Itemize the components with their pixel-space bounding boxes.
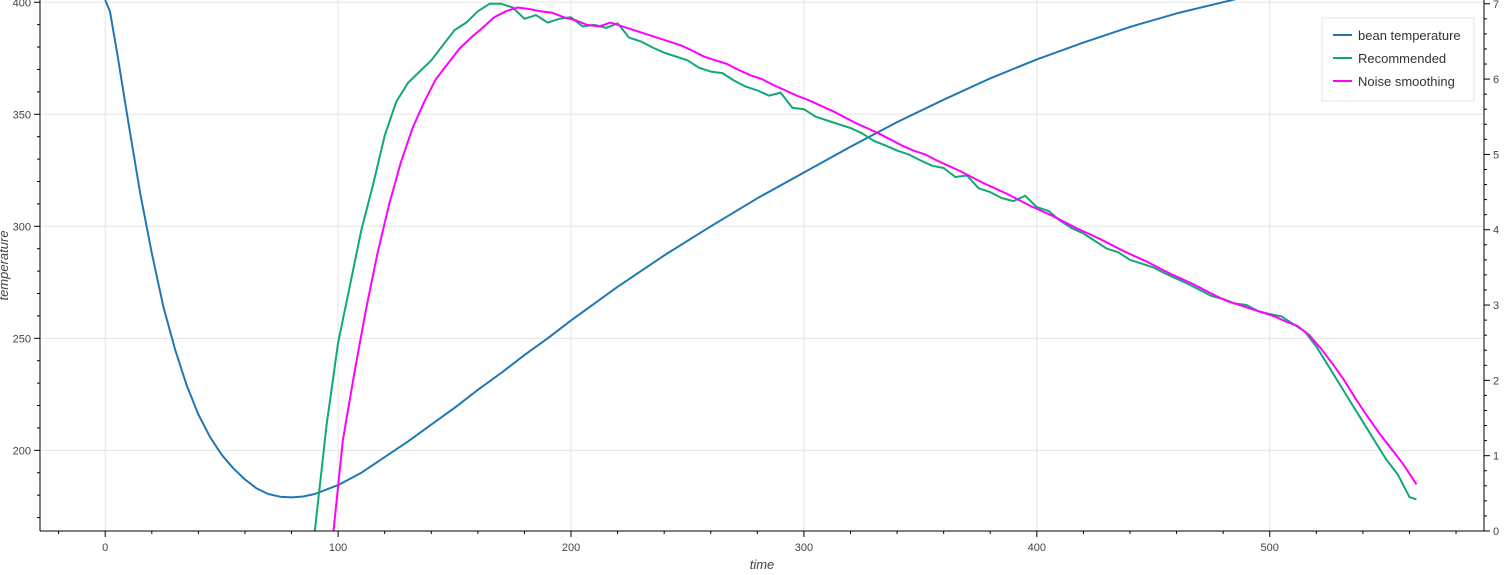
series-line-recommended — [313, 2, 1417, 531]
y2-tick-label: 3 — [1493, 300, 1499, 312]
x-axis-title: time — [750, 557, 775, 572]
y-axis-ticks: 200 250 300 350 400 — [13, 0, 40, 519]
y2-tick-label: 6 — [1493, 74, 1499, 86]
legend-label-noise-smoothing: Noise smoothing — [1358, 74, 1455, 89]
y-axis-title: temperature — [0, 230, 11, 300]
y2-tick-label: 5 — [1493, 149, 1499, 161]
y2-tick-label: 4 — [1493, 225, 1499, 237]
y2-tick-label: 1 — [1493, 451, 1499, 463]
x-axis-ticks: 0 100 200 300 400 500 — [58, 531, 1457, 554]
legend: bean temperature Recommended Noise smoothi… — [1321, 17, 1475, 102]
y2-tick-label: 0 — [1493, 526, 1499, 538]
y-tick-label: 350 — [13, 109, 31, 121]
x-tick-label: 300 — [795, 542, 813, 554]
y-tick-label: 400 — [13, 0, 31, 9]
x-tick-label: 200 — [562, 542, 580, 554]
grid — [40, 0, 1484, 531]
x-tick-label: 400 — [1028, 542, 1046, 554]
x-tick-label: 500 — [1261, 542, 1279, 554]
y2-tick-label: 7 — [1493, 0, 1499, 11]
x-tick-label: 0 — [102, 542, 108, 554]
x-tick-label: 100 — [329, 542, 347, 554]
y-tick-label: 200 — [13, 445, 31, 457]
y-tick-label: 300 — [13, 221, 31, 233]
legend-label-recommended: Recommended — [1358, 51, 1446, 66]
legend-label-bean-temperature: bean temperature — [1358, 28, 1461, 43]
y2-tick-label: 2 — [1493, 375, 1499, 387]
y2-axis-ticks: 0 1 2 3 4 5 6 7 — [1484, 0, 1499, 538]
series-layer — [104, 0, 1418, 531]
y-tick-label: 250 — [13, 333, 31, 345]
legend-box — [1321, 17, 1475, 102]
series-line-bean-temperature — [104, 0, 1237, 499]
series-line-noise-smoothing — [332, 6, 1418, 531]
